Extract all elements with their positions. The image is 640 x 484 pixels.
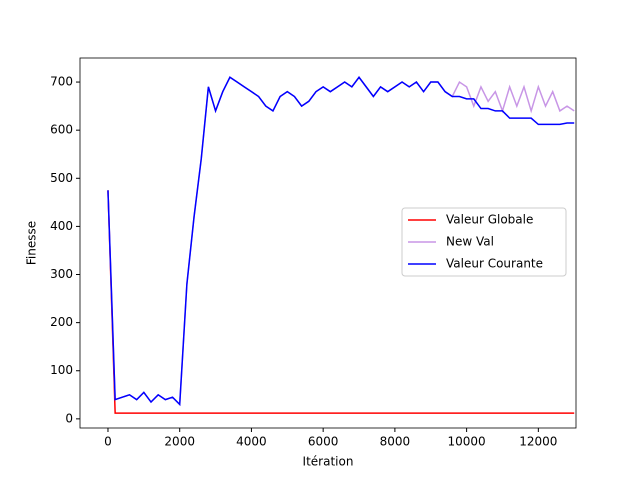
legend-label: New Val xyxy=(446,235,494,249)
y-tick-label: 700 xyxy=(50,75,73,89)
x-tick-label: 8000 xyxy=(380,435,411,449)
series-line xyxy=(107,75,575,407)
x-tick-label: 10000 xyxy=(448,435,486,449)
x-tick-label: 2000 xyxy=(164,435,195,449)
y-tick-label: 400 xyxy=(50,219,73,233)
x-axis-label: Itération xyxy=(303,455,354,469)
legend-label: Valeur Globale xyxy=(446,213,533,227)
y-tick-label: 300 xyxy=(50,267,73,281)
x-tick-label: 4000 xyxy=(236,435,267,449)
x-tick-label: 0 xyxy=(104,435,112,449)
y-tick-label: 600 xyxy=(50,123,73,137)
y-tick-label: 0 xyxy=(65,411,73,425)
y-tick-label: 500 xyxy=(50,171,73,185)
plot-frame xyxy=(79,57,577,429)
y-axis-label: Finesse xyxy=(25,221,39,265)
y-tick-label: 100 xyxy=(50,363,73,377)
x-tick-label: 6000 xyxy=(308,435,339,449)
x-tick-label: 12000 xyxy=(519,435,557,449)
y-tick-label: 200 xyxy=(50,315,73,329)
legend-label: Valeur Courante xyxy=(446,257,543,271)
series-line xyxy=(107,190,575,414)
legend-box xyxy=(401,207,567,277)
